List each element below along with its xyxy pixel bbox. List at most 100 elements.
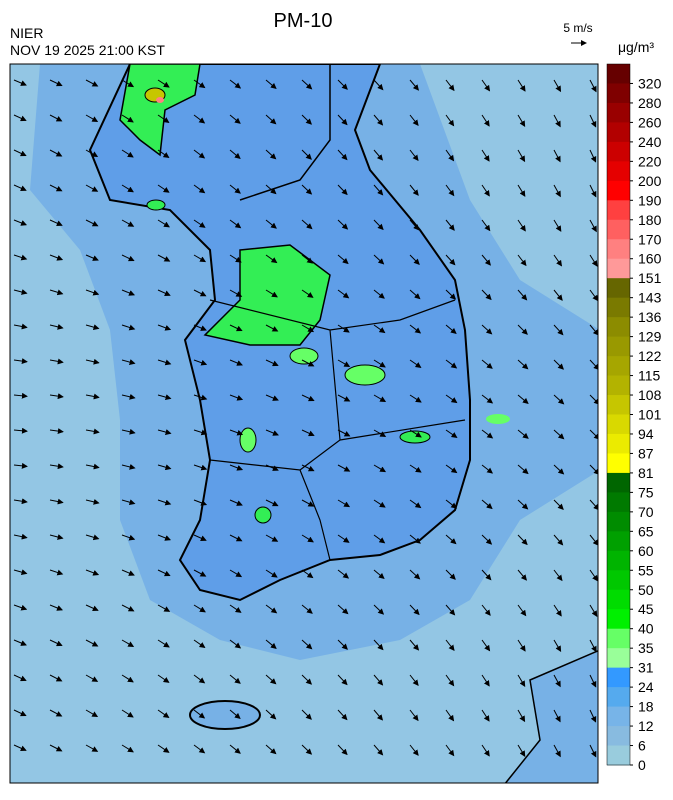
wind-arrow	[13, 184, 27, 192]
wind-arrow	[265, 429, 279, 436]
wind-arrow	[301, 744, 313, 755]
wind-arrow	[409, 709, 419, 722]
wind-arrow	[121, 79, 135, 88]
wind-arrow	[49, 428, 64, 435]
wind-arrow	[265, 639, 277, 649]
wind-arrow	[517, 289, 528, 301]
colorbar-box	[607, 570, 630, 591]
wind-arrow	[85, 674, 99, 682]
wind-arrow	[553, 114, 561, 128]
wind-arrow	[337, 569, 350, 579]
wind-arrow	[13, 114, 27, 122]
wind-arrow	[445, 289, 457, 300]
wind-arrow	[193, 429, 208, 436]
wind-arrow	[445, 429, 458, 438]
wind-arrow	[85, 114, 99, 122]
wind-arrow	[13, 604, 28, 611]
wind-arrow	[553, 324, 564, 336]
wind-arrow	[517, 429, 529, 439]
agency: NIER	[10, 25, 43, 41]
wind-arrow	[337, 114, 348, 126]
colorbar-label: 94	[638, 426, 654, 442]
wind-arrow	[229, 79, 242, 89]
wind-arrow	[445, 184, 455, 197]
colorbar-label: 240	[638, 134, 662, 150]
wind-arrow	[229, 464, 244, 471]
colorbar-label: 122	[638, 348, 662, 364]
wind-arrow	[553, 79, 562, 93]
wind-arrow	[49, 289, 64, 296]
wind-arrow	[85, 393, 100, 400]
wind-arrow	[589, 534, 598, 546]
wind-arrow	[553, 604, 562, 617]
wind-arrow	[85, 254, 99, 261]
colorbar-box	[607, 395, 630, 415]
wind-arrow	[157, 324, 172, 331]
wind-arrow	[301, 569, 314, 579]
wind-arrow	[265, 149, 277, 160]
wind-arrow	[517, 254, 527, 267]
wind-arrow	[373, 324, 386, 334]
wind-arrow	[553, 569, 563, 582]
wind-arrow	[481, 674, 490, 687]
colorbar-box	[607, 258, 630, 279]
wind-arrow	[373, 534, 386, 544]
wind-arrow	[481, 289, 492, 301]
wind-arrow	[589, 289, 598, 302]
wind-arrow	[121, 499, 136, 506]
wind-arrow	[373, 149, 384, 161]
wind-arrow	[337, 359, 351, 367]
wind-arrow	[85, 149, 99, 158]
colorbar-box	[607, 667, 630, 688]
wind-arrow	[337, 534, 350, 543]
border	[209, 299, 466, 561]
wind-arrow	[85, 289, 100, 296]
wind-arrow	[265, 604, 278, 614]
colorbar-label: 115	[638, 368, 661, 384]
wind-arrow	[589, 709, 597, 723]
wind-arrow	[121, 674, 134, 683]
wind-arrow	[13, 219, 28, 226]
wind-arrow	[553, 254, 563, 267]
wind-arrow	[481, 639, 491, 652]
wind-arrow	[13, 709, 27, 717]
wind-arrow	[121, 569, 135, 576]
colorbar-label: 200	[638, 173, 662, 189]
wind-arrow	[445, 464, 458, 474]
colorbar-label: 87	[638, 445, 654, 461]
colorbar-box	[607, 356, 630, 377]
wind-arrow	[265, 534, 279, 542]
wind-arrow	[229, 499, 243, 506]
wind-arrow	[589, 569, 598, 582]
high-zone	[119, 64, 201, 157]
wind-arrow	[553, 429, 565, 440]
wind-arrow	[373, 499, 386, 508]
wind-arrow	[13, 79, 27, 86]
wind-arrow	[193, 359, 208, 366]
wind-arrow	[517, 184, 526, 197]
colorbar-label: 220	[638, 153, 662, 169]
wind-arrow	[85, 219, 99, 227]
wind-arrow	[409, 114, 419, 126]
wind-arrow	[337, 674, 348, 686]
wind-arrow	[337, 604, 349, 615]
wind-arrow	[553, 289, 563, 301]
wind-arrow	[373, 709, 384, 721]
wind-arrow	[49, 358, 64, 365]
colorbar-box	[607, 102, 630, 123]
wind-arrow	[517, 114, 526, 128]
colorbar-box	[607, 726, 630, 747]
wind-arrow	[13, 674, 27, 682]
wind-arrow	[589, 254, 598, 267]
wind-arrow	[265, 79, 277, 90]
wind-arrow	[373, 359, 386, 368]
colorbar-box	[607, 375, 630, 396]
wind-arrow	[301, 359, 315, 367]
wind-arrow	[481, 254, 491, 266]
wind-arrow	[85, 604, 99, 612]
wind-arrow	[193, 79, 206, 89]
wind-arrow	[193, 114, 206, 124]
wind-arrow	[445, 359, 458, 369]
colorbar-box	[607, 414, 630, 435]
wind-arrow	[265, 114, 277, 125]
